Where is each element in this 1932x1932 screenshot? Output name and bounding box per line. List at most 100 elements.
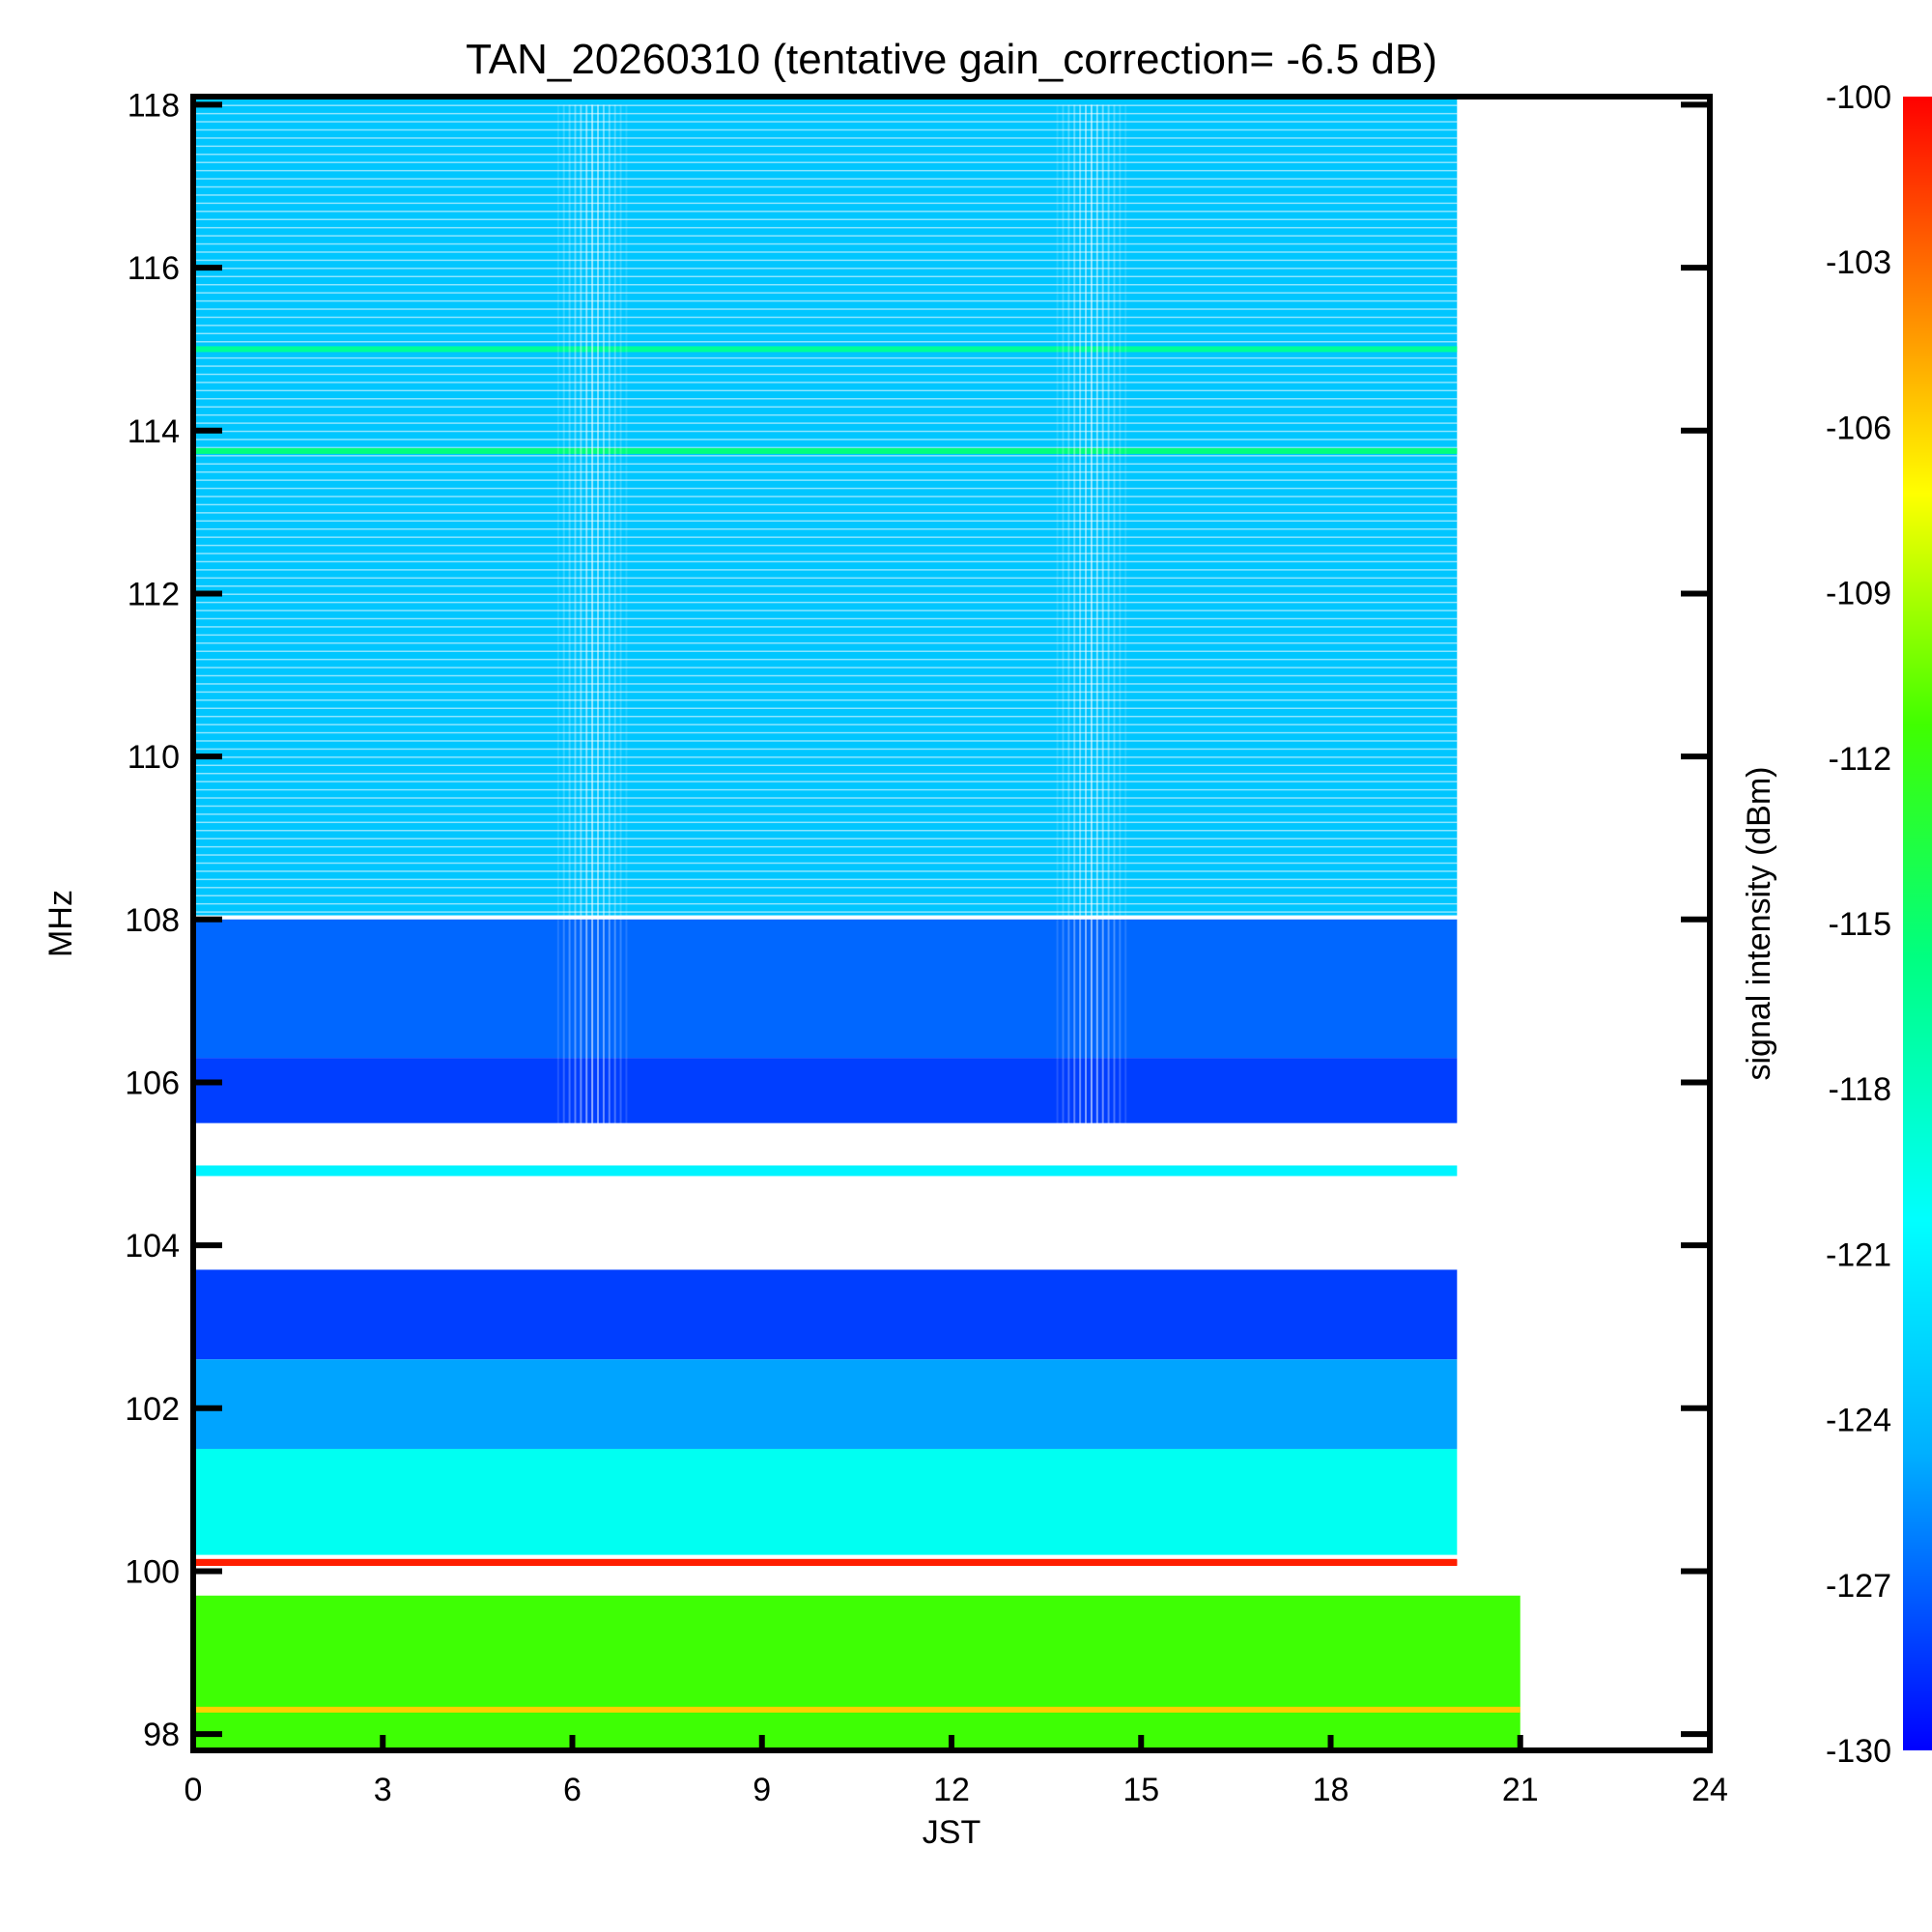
channel-gap: [193, 610, 1458, 611]
channel-gap: [193, 341, 1458, 343]
channel-gap: [193, 325, 1458, 327]
colorbar-tick-label: -109: [1826, 576, 1891, 612]
channel-gap: [193, 740, 1458, 742]
channel-gap: [193, 699, 1458, 701]
band-2: [193, 1058, 1458, 1123]
colorbar-tick-label: -121: [1826, 1236, 1891, 1273]
y-tick-label: 102: [125, 1391, 180, 1428]
channel-gap: [193, 145, 1458, 148]
colorbar-label: signal intensity (dBm): [1741, 766, 1777, 1080]
burst-1-col: [1101, 104, 1104, 1148]
burst-0-col: [585, 104, 588, 1148]
channel-gap: [193, 650, 1458, 652]
colorbar-tick-label: -118: [1828, 1071, 1891, 1108]
band-9: [193, 1595, 1520, 1750]
channel-gap: [193, 446, 1458, 449]
colorbar: [1903, 97, 1932, 1750]
chart-title: TAN_20260310 (tentative gain_correction=…: [466, 36, 1437, 83]
x-tick-label: 15: [1122, 1772, 1159, 1808]
channel-gap: [193, 455, 1458, 457]
channel-gap: [193, 479, 1458, 481]
channel-gap: [193, 642, 1458, 644]
channel-gap: [193, 593, 1458, 595]
channel-gap: [193, 626, 1458, 628]
y-tick-label: 112: [128, 576, 180, 612]
colorbar-tick-label: -127: [1826, 1568, 1891, 1605]
burst-0-col: [597, 104, 600, 1148]
channel-gap: [193, 772, 1458, 775]
channel-gap: [193, 756, 1458, 758]
burst-1-col: [1124, 104, 1127, 1148]
channel-gap: [193, 382, 1458, 384]
channel-gap: [193, 544, 1458, 547]
channel-gap: [193, 121, 1458, 123]
y-tick-label: 100: [125, 1553, 180, 1590]
strong-line-0: [193, 346, 1458, 353]
colorbar-tick-label: -106: [1826, 410, 1891, 446]
channel-gap: [193, 830, 1458, 832]
channel-gap: [193, 667, 1458, 668]
channel-gap: [193, 634, 1458, 637]
colorbar-tick-label: -100: [1826, 79, 1891, 116]
channel-gap: [193, 838, 1458, 839]
channel-gap: [193, 104, 1458, 106]
x-axis-label: JST: [923, 1814, 980, 1851]
channel-gap: [193, 845, 1458, 848]
channel-gap: [193, 911, 1458, 913]
channel-gap: [193, 430, 1458, 433]
burst-0-col: [608, 104, 611, 1148]
channel-gap: [193, 332, 1458, 335]
burst-0-col: [568, 104, 571, 1148]
channel-gap: [193, 731, 1458, 734]
burst-1-col: [1095, 104, 1098, 1148]
channel-gap: [193, 520, 1458, 523]
y-axis-ticks: 98 100 102 104 106 108 110 112 114 116 118: [125, 87, 1710, 1753]
y-tick-label: 114: [128, 413, 180, 450]
channel-gap: [193, 292, 1458, 294]
channel-gap: [193, 870, 1458, 872]
channel-gap: [193, 406, 1458, 408]
y-tick-label: 98: [143, 1717, 180, 1753]
strong-line-1: [193, 447, 1458, 454]
channel-gap: [193, 218, 1458, 221]
x-tick-label: 0: [185, 1772, 203, 1808]
x-axis-ticks: 0 3 6 9 12 15 18 21 24: [185, 1735, 1728, 1808]
channel-gap: [193, 137, 1458, 139]
channel-gap: [193, 536, 1458, 538]
channel-gap: [193, 398, 1458, 400]
burst-0-col: [613, 104, 616, 1148]
burst-1-col: [1079, 104, 1082, 1148]
x-tick-label: 3: [374, 1772, 392, 1808]
channel-gap: [193, 373, 1458, 376]
heatmap-layer: [193, 97, 1520, 1750]
channel-gap: [193, 902, 1458, 905]
channel-gap: [193, 268, 1458, 270]
channel-gap: [193, 862, 1458, 865]
channel-gap: [193, 764, 1458, 767]
channel-gap: [193, 194, 1458, 196]
channel-gap: [193, 470, 1458, 473]
channel-gap: [193, 585, 1458, 587]
channel-gap: [193, 487, 1458, 490]
x-tick-label: 21: [1502, 1772, 1539, 1808]
burst-0-col: [574, 104, 577, 1148]
channel-gap: [193, 128, 1458, 131]
channel-gap: [193, 202, 1458, 205]
burst-0-col: [556, 104, 559, 1148]
channel-gap: [193, 527, 1458, 530]
burst-1-col: [1090, 104, 1093, 1148]
burst-0-col: [625, 104, 628, 1148]
channel-gap: [193, 707, 1458, 710]
strong-line-3: [193, 1706, 1520, 1713]
channel-gap: [193, 235, 1458, 237]
band-4: [193, 1165, 1458, 1177]
channel-gap: [193, 413, 1458, 416]
channel-gap: [193, 439, 1458, 440]
burst-0-col: [580, 104, 582, 1148]
channel-gap: [193, 813, 1458, 815]
strong-line-2: [193, 1560, 1458, 1567]
channel-gap: [193, 316, 1458, 319]
colorbar-tick-label: -115: [1828, 906, 1891, 943]
channel-gap: [193, 185, 1458, 188]
channel-gap: [193, 503, 1458, 506]
